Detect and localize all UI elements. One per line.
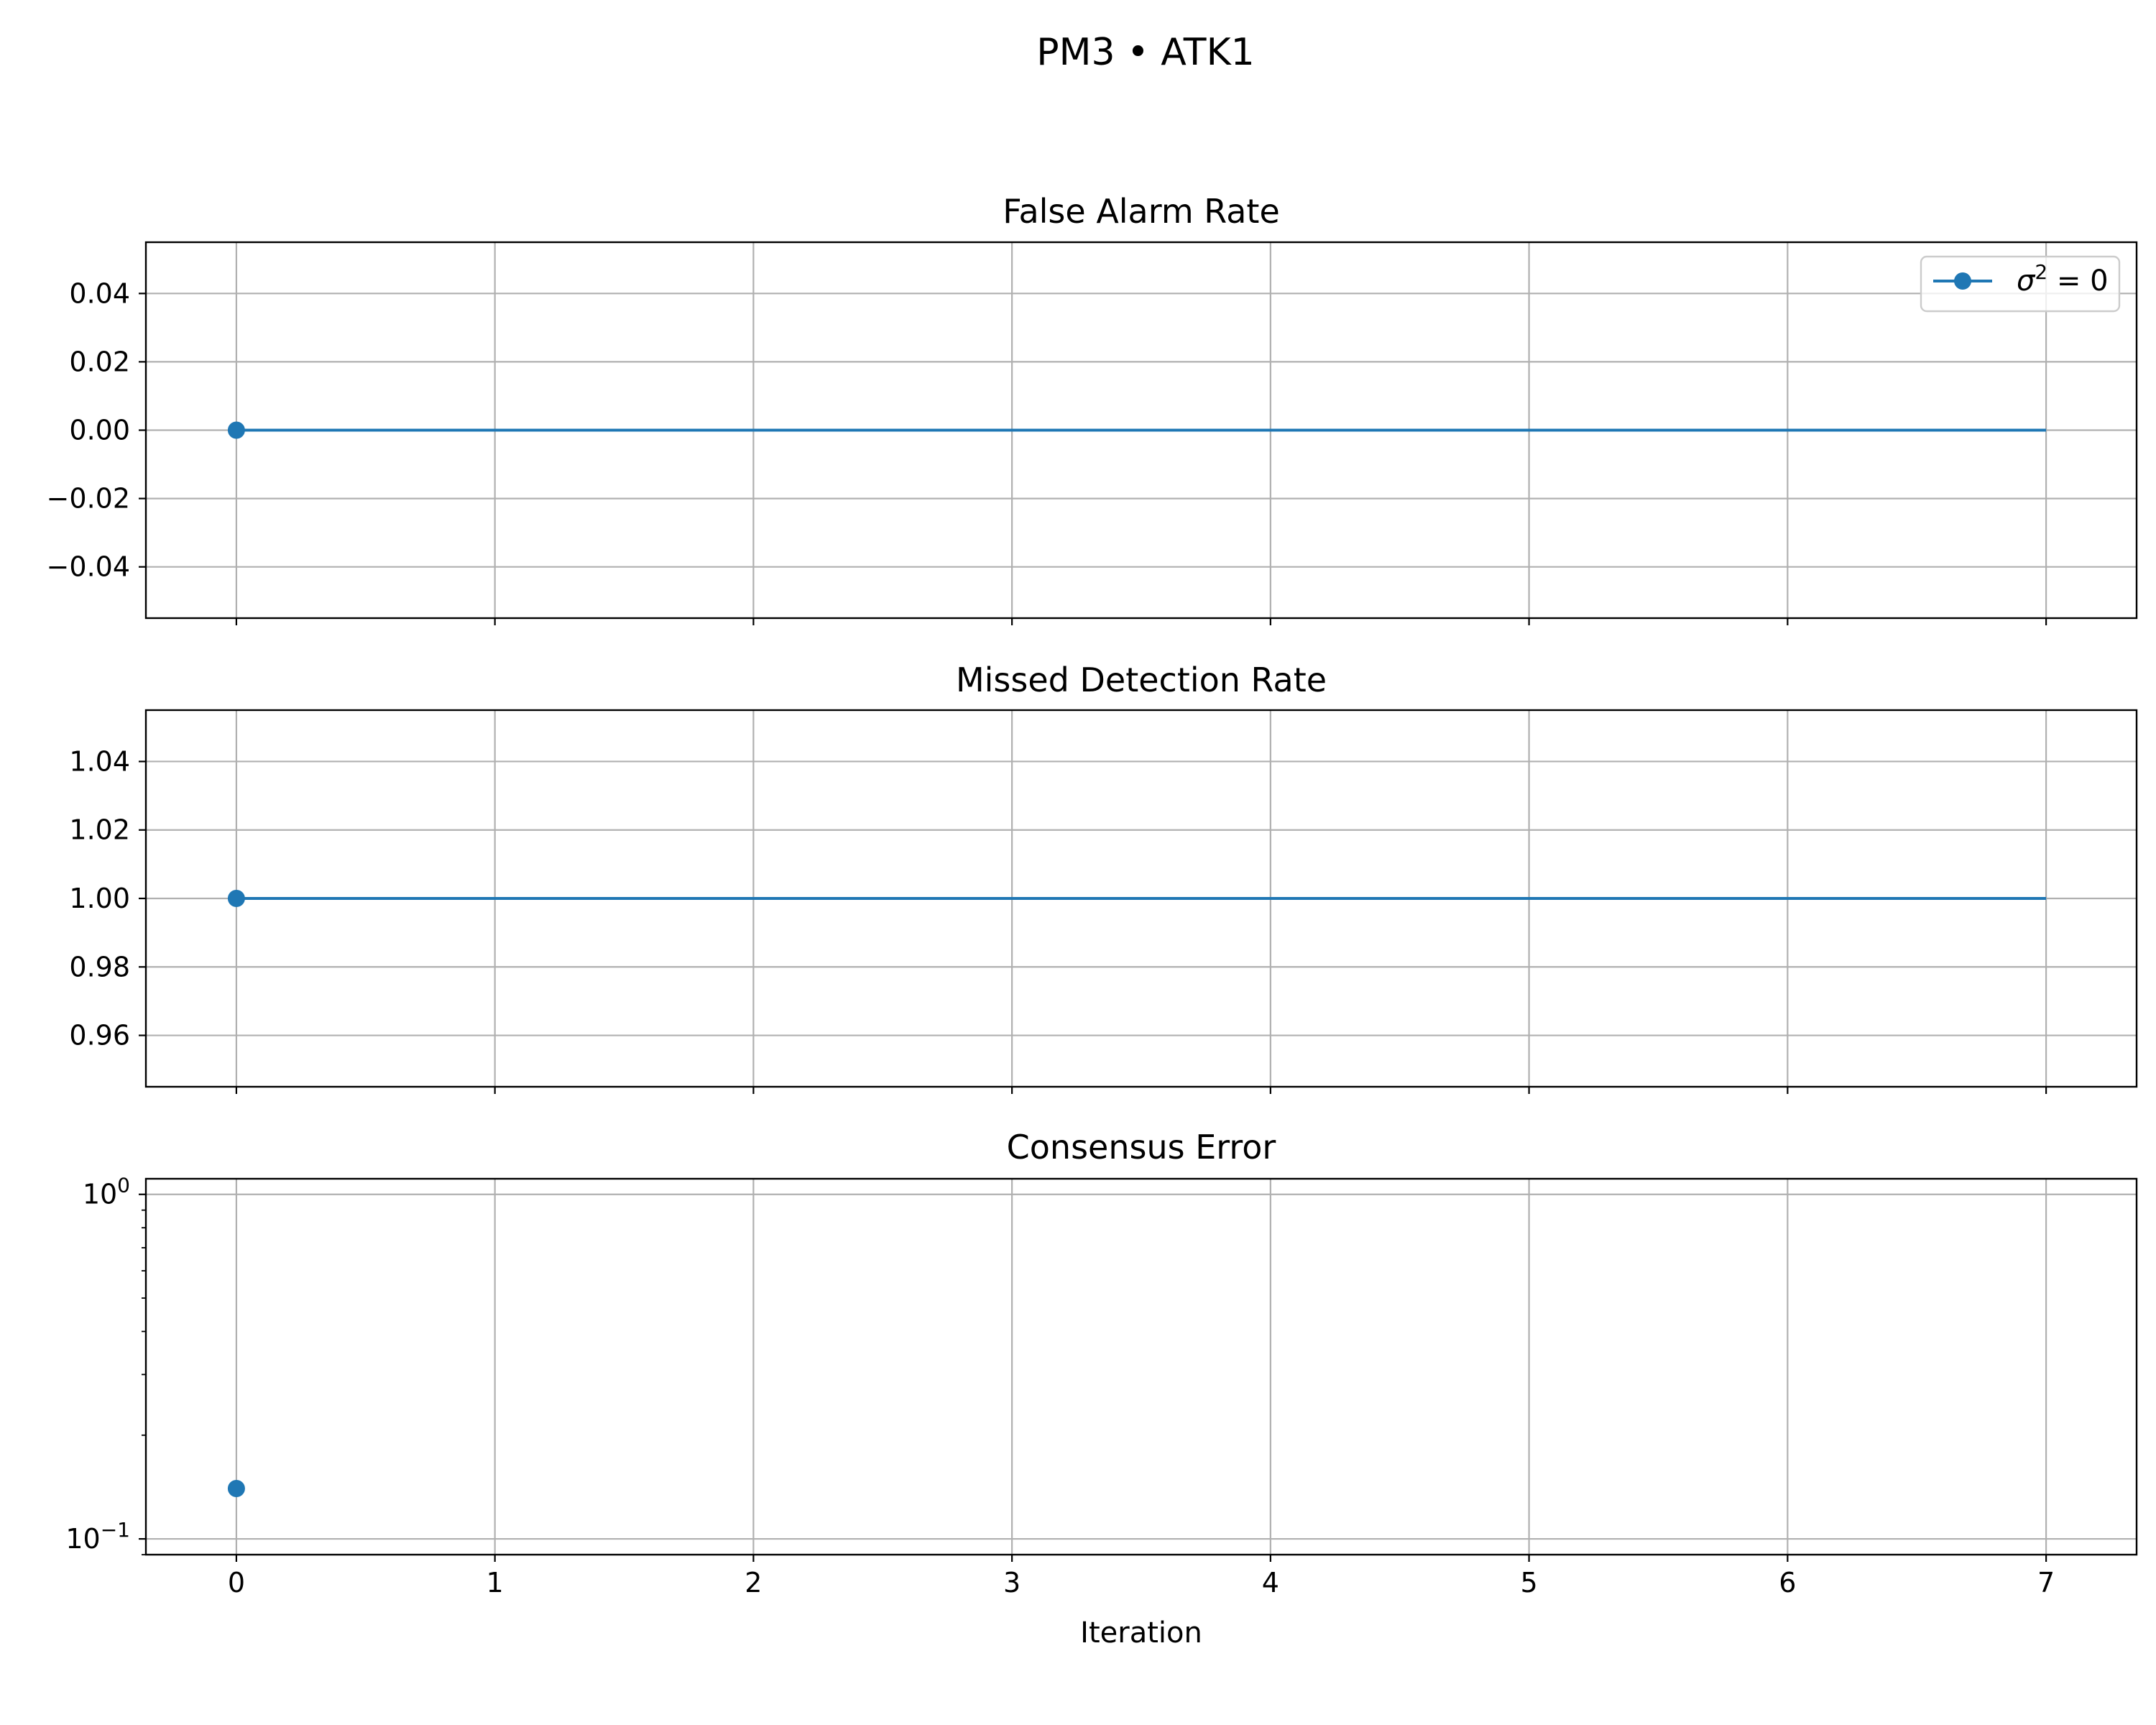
legend-label: σ2 = 0 — [2017, 260, 2109, 298]
x-tick-label: 1 — [487, 1567, 504, 1598]
x-tick-label: 2 — [745, 1567, 762, 1598]
x-tick-label: 4 — [1262, 1567, 1279, 1598]
legend-marker-swatch — [1954, 272, 1971, 290]
legend: σ2 = 0 — [1920, 255, 2121, 313]
y-tick-label: 1.02 — [69, 814, 130, 846]
legend-label-sup: 2 — [2035, 260, 2047, 284]
legend-label-rest: = 0 — [2047, 264, 2108, 298]
axes-title-consensus-error: Consensus Error — [1007, 1128, 1276, 1167]
data-point — [227, 421, 245, 439]
x-axis-label-iteration: Iteration — [1080, 1616, 1202, 1650]
marks-consensus-error — [227, 1480, 245, 1498]
y-tick-label: −0.04 — [47, 551, 130, 583]
y-tick-label: 0.96 — [69, 1020, 130, 1052]
legend-box — [1920, 255, 2121, 313]
data-point — [227, 890, 245, 907]
y-tick-label: 100 — [83, 1174, 130, 1210]
ticks-false-alarm: −0.04 −0.02 0.00 0.02 0.04 — [47, 277, 2047, 625]
y-tick-label-base: 10 — [65, 1523, 100, 1555]
x-tick-label: 6 — [1779, 1567, 1796, 1598]
y-tick-label: 1.00 — [69, 883, 130, 914]
x-tick-label: 0 — [228, 1567, 245, 1598]
axes-frame-consensus-error — [144, 1177, 2138, 1556]
y-tick-label: −0.02 — [47, 483, 130, 515]
legend-label-base: σ — [2017, 264, 2036, 298]
y-tick-label: 0.98 — [69, 951, 130, 983]
axes-title-false-alarm: False Alarm Rate — [1003, 192, 1280, 231]
y-tick-label: 10−1 — [65, 1518, 130, 1555]
x-tick-label: 3 — [1003, 1567, 1021, 1598]
x-tick-label: 7 — [2037, 1567, 2055, 1598]
axes-title-missed-detection: Missed Detection Rate — [956, 661, 1327, 699]
ticks-missed-detection: 0.96 0.98 1.00 1.02 1.04 — [69, 745, 2047, 1094]
figure-suptitle: PM3 • ATK1 — [1036, 31, 1255, 74]
x-tick-label: 5 — [1521, 1567, 1538, 1598]
y-tick-label: 0.00 — [69, 415, 130, 446]
marks-missed-detection — [227, 890, 2047, 907]
y-tick-label-base: 10 — [83, 1179, 117, 1210]
y-tick-label-exponent: −1 — [101, 1518, 130, 1542]
y-tick-label: 1.04 — [69, 745, 130, 777]
y-tick-label: 0.04 — [69, 277, 130, 309]
panel-false-alarm-rate: −0.04−0.020.000.020.04 False Alarm Rate … — [47, 192, 2138, 625]
y-tick-label: 0.02 — [69, 346, 130, 377]
panel-missed-detection-rate: 0.96 0.98 1.00 1.02 1.04 Missed Detection Ra… — [69, 661, 2138, 1094]
y-tick-label-exponent: 0 — [117, 1174, 130, 1197]
grid-consensus-error — [146, 1179, 2137, 1555]
marks-false-alarm — [227, 421, 2047, 439]
data-point — [227, 1480, 245, 1498]
